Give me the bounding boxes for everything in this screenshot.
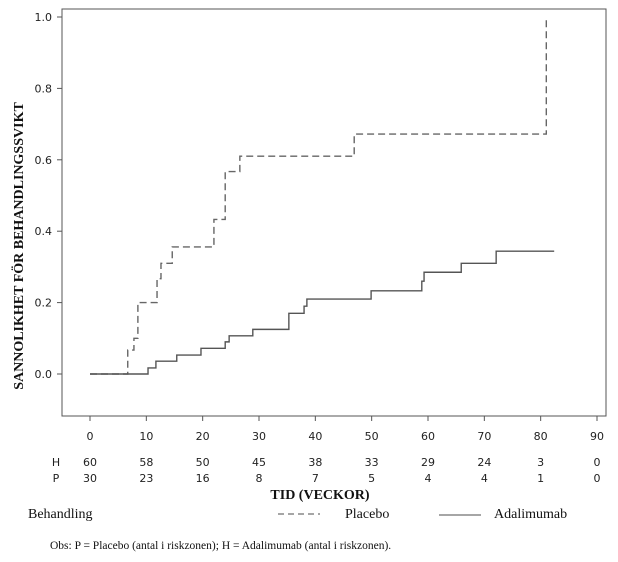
x-axis: 0 10 20 30 40 50 60 70 80 90 — [87, 416, 604, 443]
risk-row-label: P — [53, 472, 60, 485]
risk-value: 0 — [594, 456, 601, 469]
risk-value: 24 — [477, 456, 491, 469]
y-tick-label: 0.0 — [35, 368, 53, 381]
y-tick-label: 0.2 — [35, 297, 53, 310]
risk-value: 50 — [196, 456, 210, 469]
footnote: Obs: P = Placebo (antal i riskzonen); H … — [50, 540, 391, 552]
risk-value: 3 — [537, 456, 544, 469]
legend-adalimumab-label: Adalimumab — [494, 507, 567, 522]
x-tick-label: 10 — [139, 430, 153, 443]
risk-value: 8 — [256, 472, 263, 485]
y-tick-label: 0.4 — [35, 225, 53, 238]
x-tick-label: 20 — [196, 430, 210, 443]
risk-value: 58 — [139, 456, 153, 469]
y-tick-label: 0.8 — [35, 82, 53, 95]
legend: Behandling Placebo Adalimumab — [28, 507, 567, 522]
risk-value: 7 — [312, 472, 319, 485]
risk-row-label: H — [52, 456, 60, 469]
x-tick-label: 60 — [421, 430, 435, 443]
risk-value: 0 — [594, 472, 601, 485]
x-axis-title: TID (VECKOR) — [270, 488, 370, 503]
plot-frame — [61, 8, 607, 417]
legend-title: Behandling — [28, 507, 93, 522]
risk-value: 4 — [481, 472, 488, 485]
x-tick-label: 0 — [87, 430, 94, 443]
risk-value: 5 — [368, 472, 375, 485]
series-line-placebo — [90, 17, 547, 375]
risk-value: 29 — [421, 456, 435, 469]
x-tick-label: 40 — [308, 430, 322, 443]
risk-value: 1 — [537, 472, 544, 485]
plot-series — [90, 17, 555, 375]
y-axis-title: SANNOLIKHET FÖR BEHANDLINGSSVIKT — [10, 102, 27, 390]
x-tick-label: 70 — [477, 430, 491, 443]
x-tick-label: 50 — [365, 430, 379, 443]
y-tick-label: 1.0 — [35, 11, 53, 24]
risk-value: 4 — [425, 472, 432, 485]
x-tick-label: 90 — [590, 430, 604, 443]
series-line-adalimumab — [90, 250, 555, 375]
x-tick-label: 30 — [252, 430, 266, 443]
risk-value: 23 — [139, 472, 153, 485]
y-axis: 0.0 0.2 0.4 0.6 0.8 1.0 — [35, 11, 62, 381]
risk-table: H 60 58 50 45 38 33 29 24 3 0P 30 23 16 8 7 5 4 4 1 0 — [52, 456, 601, 485]
legend-placebo-label: Placebo — [345, 507, 389, 522]
risk-value: 30 — [83, 472, 97, 485]
y-tick-label: 0.6 — [35, 154, 53, 167]
risk-value: 16 — [196, 472, 210, 485]
risk-value: 60 — [83, 456, 97, 469]
risk-value: 33 — [365, 456, 379, 469]
risk-value: 45 — [252, 456, 266, 469]
x-tick-label: 80 — [534, 430, 548, 443]
risk-value: 38 — [308, 456, 322, 469]
